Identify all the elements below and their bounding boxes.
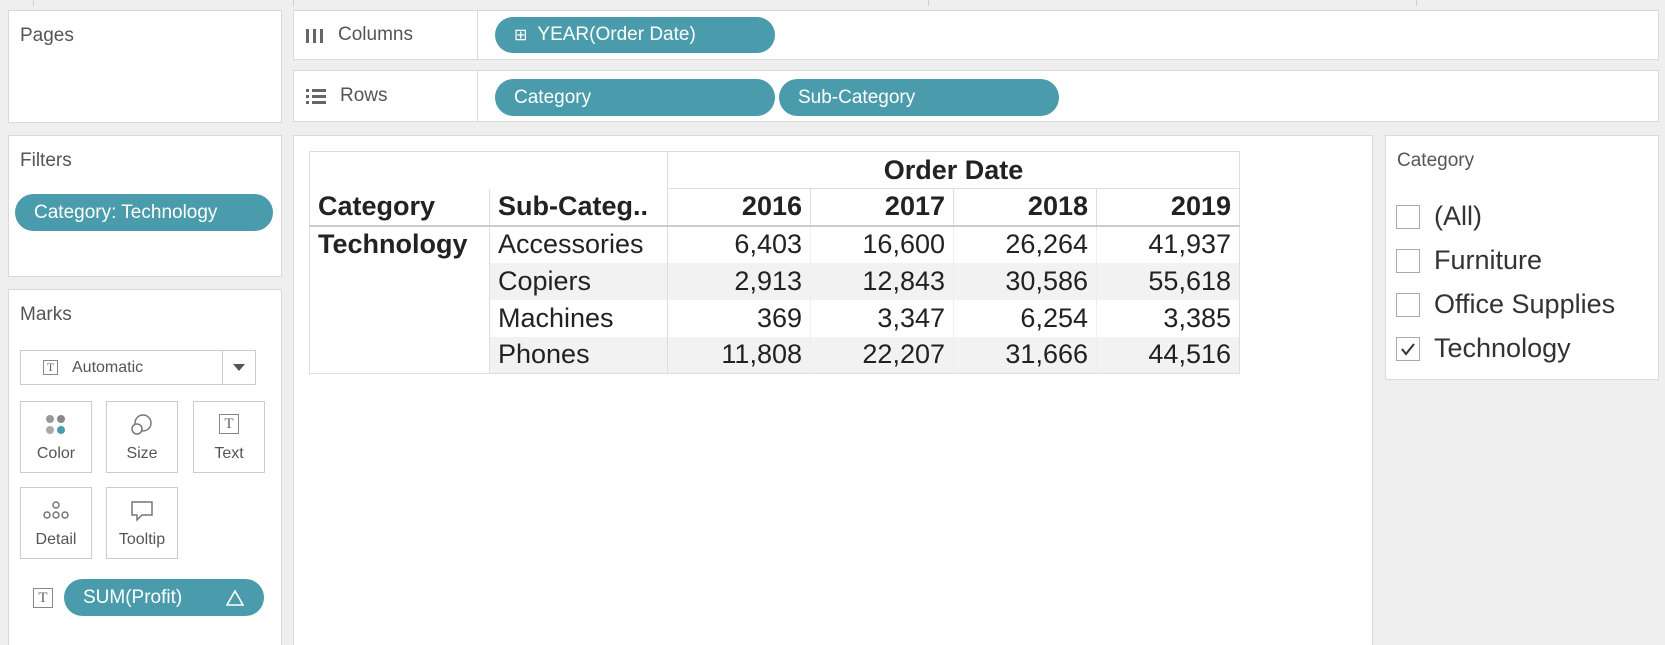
checkbox[interactable] [1396,248,1420,273]
checkbox-checked[interactable] [1396,336,1420,361]
year-order-date-pill[interactable]: ⊞ YEAR(Order Date) [495,17,775,53]
value-cell[interactable]: 22,207 [810,336,954,374]
detail-button[interactable]: Detail [20,487,92,559]
value-cell[interactable]: 41,937 [1096,225,1240,263]
category-filter-card: Category (All) Furniture Office Supplies… [1385,135,1659,380]
year-header[interactable]: 2016 [667,188,811,226]
tooltip-icon [131,501,153,522]
value-cell[interactable]: 44,516 [1096,336,1240,374]
text-icon: T [219,414,239,434]
checkbox[interactable] [1396,292,1420,317]
filter-option-furniture[interactable]: Furniture [1396,245,1542,276]
value-cell[interactable]: 26,264 [953,225,1097,263]
view-canvas[interactable]: Order Date Category Sub-Categ.. 2016 201… [293,135,1373,645]
expand-icon: ⊞ [514,27,528,44]
rows-shelf[interactable]: Rows Category Sub-Category [293,70,1659,122]
value-cell[interactable]: 6,254 [953,299,1097,337]
size-button[interactable]: Size [106,401,178,473]
ruler-tick [293,0,294,6]
sub-category-pill[interactable]: Sub-Category [779,79,1059,116]
filter-option-all[interactable]: (All) [1396,201,1482,232]
text-encoding-icon: T [33,588,53,608]
ruler-tick [928,0,929,6]
columns-icon [306,29,323,43]
value-cell[interactable]: 12,843 [810,262,954,300]
columns-shelf-label: Columns [306,11,413,59]
category-pill[interactable]: Category [495,79,775,116]
size-icon [131,414,152,435]
year-header[interactable]: 2019 [1096,188,1240,226]
crosstab: Order Date Category Sub-Categ.. 2016 201… [309,151,1240,374]
color-button[interactable]: Color [20,401,92,473]
filters-title: Filters [20,150,72,171]
ruler-tick [1416,0,1417,6]
text-button[interactable]: T Text [193,401,265,473]
value-cell[interactable]: 369 [667,299,811,337]
chevron-down-icon[interactable] [222,351,255,384]
delta-icon [226,589,244,606]
text-mark-icon: T [43,360,58,375]
color-icon [46,415,65,434]
sub-category-cell[interactable]: Accessories [489,225,668,263]
checkmark-icon [1401,342,1415,356]
filters-shelf[interactable]: Filters Category: Technology [8,135,282,277]
detail-icon [43,501,69,519]
table-row: Technology Accessories 6,403 16,600 26,2… [309,225,1240,374]
value-cell[interactable]: 3,347 [810,299,954,337]
pages-shelf[interactable]: Pages [8,10,282,123]
ruler-tick [33,0,34,6]
sub-category-cell[interactable]: Copiers [489,262,668,300]
filter-option-office-supplies[interactable]: Office Supplies [1396,289,1615,320]
year-header[interactable]: 2018 [953,188,1097,226]
table-row: Machines 369 3,347 6,254 3,385 [310,299,1240,337]
category-cell[interactable]: Technology [309,225,490,374]
value-cell[interactable]: 2,913 [667,262,811,300]
sub-category-header[interactable]: Sub-Categ.. [489,188,668,226]
tooltip-button[interactable]: Tooltip [106,487,178,559]
value-cell[interactable]: 6,403 [667,225,811,263]
rows-icon [306,89,326,104]
category-filter-pill[interactable]: Category: Technology [15,194,273,231]
order-date-header[interactable]: Order Date [667,151,1240,189]
filter-card-title: Category [1397,150,1475,171]
value-cell[interactable]: 11,808 [667,336,811,374]
marks-card: Marks T Automatic Color Size T Text Deta… [8,289,282,645]
rows-shelf-label: Rows [306,71,388,121]
sub-category-cell[interactable]: Phones [489,336,668,374]
pill-label: YEAR(Order Date) [537,24,696,45]
sub-category-cell[interactable]: Machines [489,299,668,337]
marks-title: Marks [20,304,72,325]
sum-profit-pill[interactable]: SUM(Profit) [64,579,264,616]
year-header[interactable]: 2017 [810,188,954,226]
columns-shelf[interactable]: Columns ⊞ YEAR(Order Date) [293,10,1659,60]
filter-option-technology[interactable]: Technology [1396,333,1571,364]
value-cell[interactable]: 55,618 [1096,262,1240,300]
value-cell[interactable]: 30,586 [953,262,1097,300]
checkbox[interactable] [1396,204,1420,229]
value-cell[interactable]: 3,385 [1096,299,1240,337]
value-cell[interactable]: 31,666 [953,336,1097,374]
value-cell[interactable]: 16,600 [810,225,954,263]
category-header[interactable]: Category [309,188,490,226]
pages-title: Pages [20,25,74,46]
mark-type-dropdown[interactable]: T Automatic [20,350,256,385]
